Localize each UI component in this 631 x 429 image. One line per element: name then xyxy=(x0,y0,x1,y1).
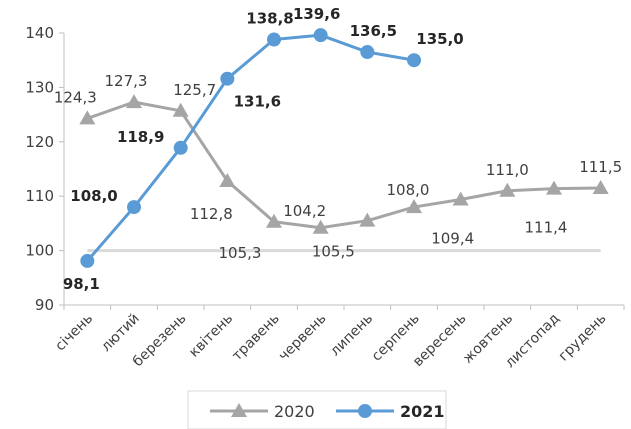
data-label-2021: 131,6 xyxy=(234,93,281,111)
point-2021 xyxy=(267,32,281,47)
point-2021 xyxy=(407,53,421,68)
x-tick-label: лютий xyxy=(98,311,143,356)
legend: 2020 2021 xyxy=(187,390,447,429)
point-2020 xyxy=(592,180,609,195)
point-2020 xyxy=(266,213,282,228)
series-line-2020 xyxy=(86,100,601,230)
x-tick-label: травень xyxy=(229,311,283,365)
legend-marker-2020 xyxy=(231,403,247,417)
point-2020 xyxy=(406,199,422,214)
data-label-2020: 127,3 xyxy=(105,72,148,90)
point-2021 xyxy=(173,140,188,155)
data-label-2020: 125,7 xyxy=(173,81,216,99)
data-label-2020: 105,5 xyxy=(312,243,355,261)
data-label-2021: 139,6 xyxy=(293,5,340,23)
data-label-2021: 135,0 xyxy=(416,30,463,48)
data-label-2020: 124,3 xyxy=(54,88,97,106)
point-2021 xyxy=(80,253,95,268)
point-2020 xyxy=(79,110,96,125)
legend-label-2021: 2021 xyxy=(400,402,445,421)
point-2020 xyxy=(172,102,189,117)
data-label-2021: 108,0 xyxy=(70,187,117,205)
point-2020 xyxy=(312,219,329,234)
y-tick-label: 120 xyxy=(25,133,54,151)
point-2021 xyxy=(313,28,328,43)
data-label-2020: 111,4 xyxy=(525,219,568,237)
x-tick-label: грудень xyxy=(556,311,610,365)
data-label-2020: 109,4 xyxy=(431,229,474,247)
y-tick-label: 130 xyxy=(25,78,54,96)
data-label-2020: 105,3 xyxy=(219,244,262,262)
point-2021 xyxy=(220,71,235,86)
point-2020 xyxy=(499,182,516,197)
y-tick-label: 140 xyxy=(25,24,54,42)
data-label-2021: 98,1 xyxy=(63,275,100,293)
point-2020 xyxy=(546,180,562,195)
data-label-2020: 111,5 xyxy=(579,158,622,176)
point-2020 xyxy=(219,172,236,187)
x-tick-label: січень xyxy=(52,311,96,355)
point-2020 xyxy=(452,191,469,206)
y-tick-label: 90 xyxy=(35,296,54,314)
data-label-2020: 112,8 xyxy=(190,205,233,223)
data-label-2021: 138,8 xyxy=(246,10,293,28)
legend-marker-2021 xyxy=(358,404,372,418)
data-label-2020: 104,2 xyxy=(283,202,326,220)
data-label-2021: 118,9 xyxy=(117,128,164,146)
series-group xyxy=(79,28,609,268)
x-tick-label: червень xyxy=(276,311,330,365)
y-tick-label: 100 xyxy=(25,242,54,260)
data-labels: 124,3 127,3 125,7 112,8 105,3 104,2 105,5 108,0… xyxy=(54,5,622,293)
legend-label-2020: 2020 xyxy=(274,402,315,421)
y-tick-label: 110 xyxy=(25,187,54,205)
point-2021 xyxy=(360,45,375,60)
point-2020 xyxy=(359,212,376,227)
data-label-2020: 108,0 xyxy=(387,181,430,199)
point-2021 xyxy=(127,200,141,215)
data-label-2021: 136,5 xyxy=(350,22,397,40)
data-label-2020: 111,0 xyxy=(486,161,529,179)
series-line-2021 xyxy=(86,33,415,262)
point-2020 xyxy=(126,94,142,109)
